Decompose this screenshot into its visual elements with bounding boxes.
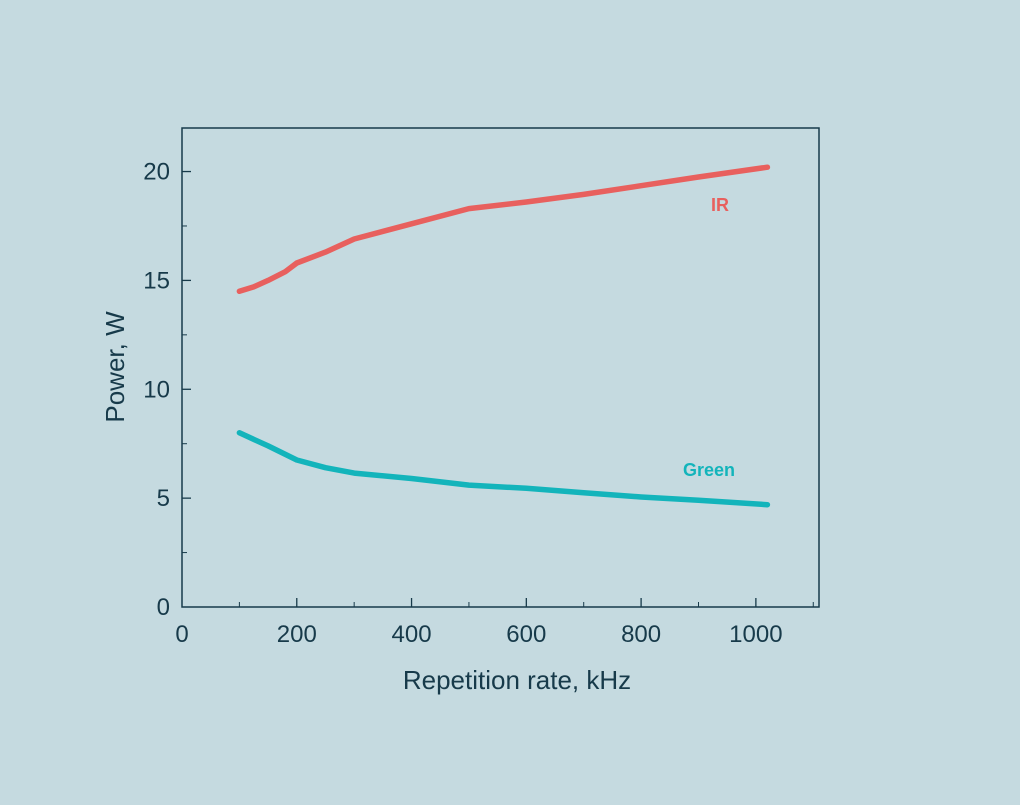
- plot-frame: [181, 127, 820, 608]
- x-tick-label: 0: [175, 621, 188, 648]
- major-ticks: [182, 170, 757, 607]
- y-tick-labels: 0 5 10 15 20: [143, 159, 170, 621]
- x-tick-label: 800: [621, 621, 661, 648]
- series-lines: [236, 164, 771, 508]
- green-series-label: Green: [683, 460, 735, 480]
- y-tick-label: 0: [157, 594, 170, 621]
- y-tick-label: 20: [143, 159, 170, 186]
- x-tick-label: 200: [277, 621, 317, 648]
- x-tick-label: 400: [392, 621, 432, 648]
- x-axis-title: Repetition rate, kHz: [403, 665, 631, 695]
- x-tick-labels: 0 200 400 600 800 1000: [175, 621, 782, 648]
- y-tick-label: 5: [157, 485, 170, 512]
- minor-ticks: [182, 225, 814, 607]
- green-series-line: [236, 430, 771, 508]
- x-tick-label: 600: [506, 621, 546, 648]
- y-tick-label: 10: [143, 376, 170, 403]
- ir-series-line: [236, 164, 771, 295]
- y-axis-title: Power, W: [100, 311, 130, 423]
- y-tick-label: 15: [143, 267, 170, 294]
- ir-series-label: IR: [711, 195, 729, 215]
- x-tick-label: 1000: [729, 621, 782, 648]
